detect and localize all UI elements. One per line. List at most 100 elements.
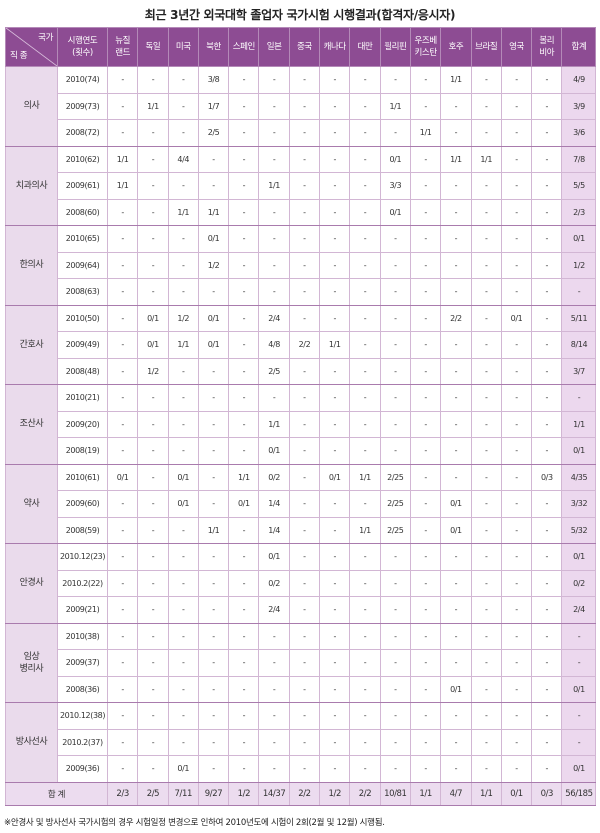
row-total-cell: 5/32 [561, 516, 597, 544]
value-cell: - [349, 755, 381, 783]
row-total-cell: 3/9 [561, 92, 597, 120]
value-cell: - [531, 649, 563, 677]
value-cell: - [531, 357, 563, 385]
value-cell: - [379, 569, 411, 597]
year-cell: 2008(36) [57, 675, 108, 703]
summary-cell: 0/1 [500, 781, 533, 806]
value-cell: - [137, 755, 169, 783]
row-total-cell: 2/3 [561, 198, 597, 226]
value-cell: - [500, 145, 533, 173]
value-cell: - [349, 66, 381, 94]
table-row: 약사 2010(61) 0/1-0/1-1/1 0/2-0/1 1/1 2/25- - - -0… [5, 463, 597, 544]
country-header: 대만 [349, 27, 381, 67]
row-total-cell: 8/14 [561, 331, 597, 359]
value-cell: - [106, 702, 139, 730]
value-cell: 1/1 [228, 463, 260, 491]
value-cell: - [531, 675, 563, 703]
value-cell: - [409, 675, 442, 703]
value-cell: - [319, 490, 351, 518]
table-row: 치과의사 2010(62) 1/1-4/4- - - - - -0/1-1/1 1/1- -7/8 [5, 145, 597, 226]
value-cell: - [197, 172, 230, 200]
value-cell: - [470, 622, 502, 650]
value-cell: - [288, 198, 321, 226]
value-cell: - [500, 66, 533, 94]
value-cell: - [319, 622, 351, 650]
value-cell: - [258, 384, 290, 412]
summary-cell: 2/2 [349, 781, 381, 806]
value-cell: 1/1 [470, 145, 502, 173]
row-total-cell: 7/8 [561, 145, 597, 173]
occupation-label: 조산사 [19, 419, 44, 430]
value-cell: - [106, 225, 139, 253]
occupation-cell: 간호사 [5, 304, 58, 385]
value-cell: - [137, 490, 169, 518]
value-cell: 0/1 [319, 463, 351, 491]
value-cell: 0/1 [197, 331, 230, 359]
value-cell: - [470, 331, 502, 359]
value-cell: - [288, 119, 321, 147]
value-cell: - [106, 437, 139, 465]
occupation-cell: 방사선사 [5, 702, 58, 783]
year-cell: 2010(61) [57, 463, 108, 491]
value-cell: 1/1 [319, 331, 351, 359]
value-cell: 2/5 [258, 357, 290, 385]
table-row: 2008(63) - - - - - - - - - - - - - - - - [6, 278, 597, 306]
year-cell: 2009(37) [57, 649, 108, 677]
value-cell: - [106, 675, 139, 703]
value-cell: 0/1 [197, 304, 230, 332]
value-cell: 1/1 [379, 92, 411, 120]
value-cell: 1/2 [167, 304, 199, 332]
year-cell: 2010(38) [57, 622, 108, 650]
value-cell: - [228, 702, 260, 730]
value-cell: - [137, 649, 169, 677]
page-title: 최근 3년간 외국대학 졸업자 국가시험 시행결과(합격자/응시자) [144, 8, 456, 22]
occupation-label: 간호사 [19, 339, 44, 350]
value-cell: - [379, 755, 411, 783]
country-header-line: 비아 [539, 48, 555, 58]
value-cell: - [349, 331, 381, 359]
value-cell: - [500, 119, 533, 147]
occupation-label: 방사선사 [15, 737, 48, 748]
table-row: 2009(64) - - -1/2- - - - - - - - - - -1/2 [6, 251, 597, 279]
value-cell: 0/1 [379, 145, 411, 173]
table-row: 2009(60) - -0/1-0/1 1/4- - -2/25-0/1- - -3/32 [6, 490, 597, 518]
country-header-line: 필리핀 [384, 42, 407, 52]
value-cell: - [379, 331, 411, 359]
value-cell: - [167, 649, 199, 677]
value-cell: 1/1 [197, 516, 230, 544]
value-cell: - [500, 225, 533, 253]
value-cell: - [288, 251, 321, 279]
value-cell: 2/2 [288, 331, 321, 359]
year-cell: 2010(21) [57, 384, 108, 412]
value-cell: - [440, 649, 472, 677]
value-cell: - [167, 119, 199, 147]
value-cell: - [500, 437, 533, 465]
value-cell: - [197, 543, 230, 571]
year-header: 시행연도 (횟수) [57, 27, 108, 67]
value-cell: - [531, 437, 563, 465]
value-cell: - [106, 755, 139, 783]
value-cell: - [197, 410, 230, 438]
value-cell: 4/4 [167, 145, 199, 173]
value-cell: - [319, 119, 351, 147]
table-row: 의사 2010(74) - - -3/8- - - - - - -1/1- - -4/9 [5, 66, 597, 147]
value-cell: - [106, 596, 139, 624]
value-cell: - [379, 119, 411, 147]
value-cell: - [470, 278, 502, 306]
value-cell: - [106, 278, 139, 306]
occupation-cell: 조산사 [5, 384, 58, 465]
value-cell: - [379, 622, 411, 650]
value-cell: - [349, 728, 381, 756]
value-cell: - [228, 66, 260, 94]
value-cell: - [440, 622, 472, 650]
value-cell: - [319, 596, 351, 624]
value-cell: - [349, 410, 381, 438]
value-cell: - [379, 702, 411, 730]
value-cell: - [349, 490, 381, 518]
value-cell: - [288, 145, 321, 173]
value-cell: - [319, 198, 351, 226]
value-cell: - [531, 755, 563, 783]
value-cell: - [106, 92, 139, 120]
value-cell: - [349, 649, 381, 677]
summary-cell: 14/37 [258, 781, 290, 806]
